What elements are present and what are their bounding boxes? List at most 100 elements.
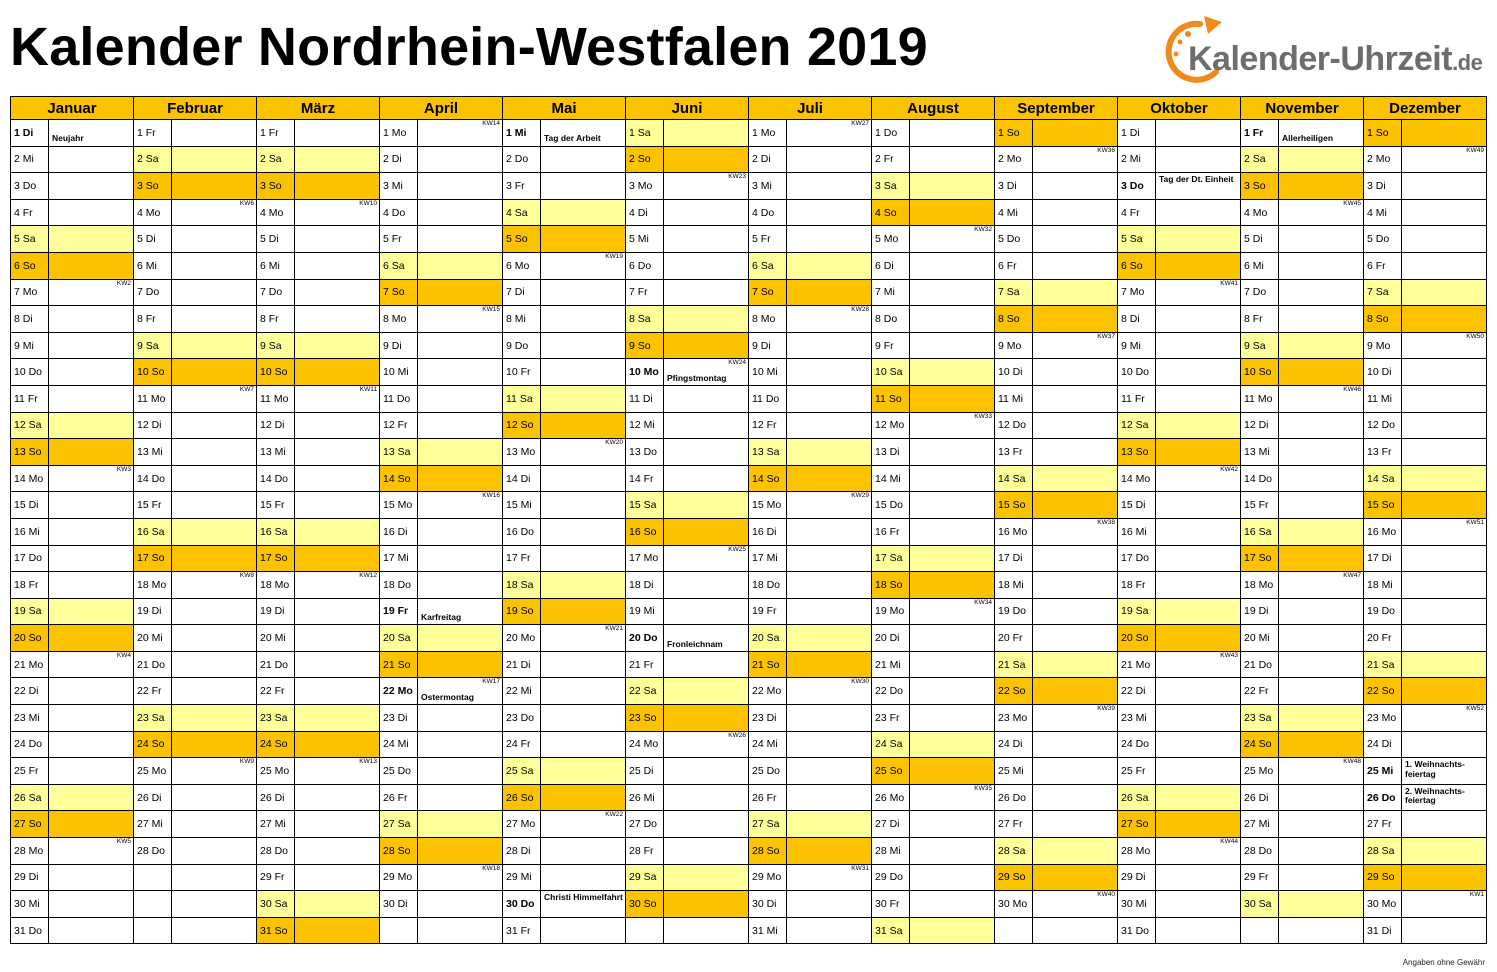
month-header: Februar — [133, 96, 257, 120]
day-extra — [417, 411, 503, 440]
day-extra: KW26 — [663, 730, 749, 759]
day-cell: 30 Mi — [10, 890, 49, 918]
day-extra: KW31 — [786, 863, 872, 892]
day-extra — [417, 384, 503, 413]
day-extra — [48, 517, 134, 546]
day-cell: 3 Mo — [625, 172, 664, 200]
day-extra — [663, 251, 749, 280]
day-cell: 16 Sa — [256, 517, 295, 546]
day-cell: 24 Di — [994, 730, 1033, 759]
day-extra — [1032, 677, 1118, 706]
day-extra: KW6 — [171, 198, 257, 227]
day-extra — [540, 837, 626, 865]
day-cell: 12 Mo — [871, 411, 910, 440]
day-cell: 9 Sa — [133, 331, 172, 360]
day-extra — [1278, 438, 1364, 466]
month-header: November — [1240, 96, 1364, 120]
day-extra — [1278, 863, 1364, 892]
calendar-week-label: KW4 — [116, 651, 131, 659]
calendar-week-label: KW39 — [1097, 705, 1115, 713]
day-extra — [1401, 544, 1487, 573]
day-extra: KW38 — [1032, 517, 1118, 546]
day-cell: 25 Di — [625, 757, 664, 785]
day-extra — [1155, 305, 1241, 333]
day-cell: 31 Do — [10, 916, 49, 945]
day-cell: 1 Fr — [256, 119, 295, 147]
day-row: 13 So 13 Mi 13 Mi 13 Sa 13 Mo KW20 13 Do 13 Sa 1… — [10, 438, 1487, 466]
day-extra — [786, 384, 872, 413]
day-cell: 26 Mo — [871, 783, 910, 812]
day-extra — [1278, 890, 1364, 918]
day-cell: 5 So — [502, 225, 541, 253]
day-cell: 28 So — [379, 837, 418, 865]
day-cell: 7 So — [379, 278, 418, 307]
day-extra: KW39 — [1032, 704, 1118, 732]
day-extra — [1155, 624, 1241, 652]
day-cell: 30 Di — [748, 890, 787, 918]
day-extra — [909, 624, 995, 652]
day-cell: 1 Fr — [1240, 119, 1279, 147]
day-extra — [1032, 278, 1118, 307]
day-extra — [171, 491, 257, 519]
day-cell: 11 Fr — [1117, 384, 1156, 413]
day-extra: Tag der Arbeit — [540, 119, 626, 147]
day-extra — [1032, 544, 1118, 573]
day-extra — [540, 384, 626, 413]
day-extra — [1032, 916, 1118, 945]
day-extra: KW36 — [1032, 145, 1118, 174]
day-cell: 4 Mo — [133, 198, 172, 227]
day-cell: 3 Do — [10, 172, 49, 200]
day-extra — [294, 783, 380, 812]
day-cell: 21 Di — [502, 650, 541, 679]
day-extra — [1155, 517, 1241, 546]
day-extra — [1278, 597, 1364, 626]
day-extra — [663, 571, 749, 599]
day-cell: 14 Do — [256, 464, 295, 493]
day-cell: 28 Do — [1240, 837, 1279, 865]
day-cell: 6 Mi — [256, 251, 295, 280]
day-cell: 2 Mo — [994, 145, 1033, 174]
day-cell: 21 Fr — [625, 650, 664, 679]
calendar-week-label: KW34 — [974, 598, 992, 606]
day-extra — [663, 890, 749, 918]
month-header: Oktober — [1117, 96, 1241, 120]
day-extra — [1032, 358, 1118, 386]
day-extra — [540, 517, 626, 546]
day-extra — [1401, 251, 1487, 280]
day-extra — [540, 331, 626, 360]
disclaimer: Angaben ohne Gewähr — [1402, 958, 1485, 967]
day-cell: 2 Mo — [1363, 145, 1402, 174]
day-extra — [540, 916, 626, 945]
day-extra: KW22 — [540, 810, 626, 839]
calendar-week-label: KW23 — [728, 173, 746, 181]
day-cell: 13 Sa — [379, 438, 418, 466]
day-extra — [294, 251, 380, 280]
day-extra — [540, 597, 626, 626]
day-cell: 31 Fr — [502, 916, 541, 945]
day-extra — [663, 650, 749, 679]
day-cell: 14 Fr — [625, 464, 664, 493]
month-header: September — [994, 96, 1118, 120]
day-cell: 25 Fr — [1117, 757, 1156, 785]
day-extra — [1401, 358, 1487, 386]
day-extra — [909, 145, 995, 174]
logo-wordmark[interactable]: Kalender-Uhrzeit.de — [1188, 42, 1483, 76]
day-extra — [1278, 783, 1364, 812]
day-extra — [663, 837, 749, 865]
day-cell: 14 Sa — [994, 464, 1033, 493]
day-extra: KW48 — [1278, 757, 1364, 785]
day-extra — [1155, 384, 1241, 413]
day-extra — [417, 198, 503, 227]
day-cell: 1 So — [994, 119, 1033, 147]
day-cell: 23 Fr — [871, 704, 910, 732]
day-cell: 17 Di — [994, 544, 1033, 573]
day-cell: 26 Sa — [1117, 783, 1156, 812]
day-extra — [909, 358, 995, 386]
day-extra — [1401, 384, 1487, 413]
day-cell: 18 Fr — [10, 571, 49, 599]
day-extra — [1155, 358, 1241, 386]
calendar-week-label: KW17 — [482, 678, 500, 686]
day-extra — [1155, 783, 1241, 812]
holiday-name: Ostermontag — [421, 691, 474, 702]
calendar-week-label: KW9 — [239, 758, 254, 766]
